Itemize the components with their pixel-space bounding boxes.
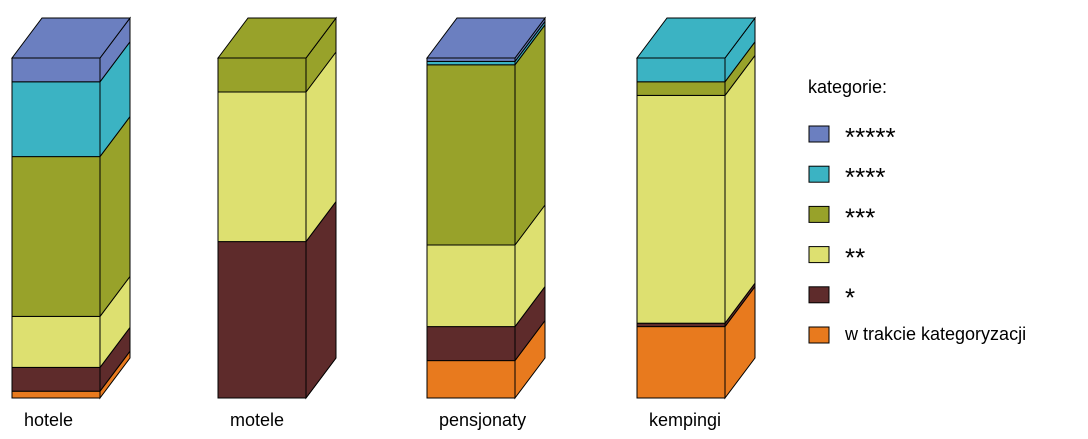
x-tick-label: kempingi: [649, 410, 721, 430]
bar-segment: [636, 40, 756, 97]
bar-segment: [217, 16, 337, 94]
bar-segment: [217, 200, 337, 400]
x-tick-label: hotele: [24, 410, 73, 430]
bar-top: [636, 17, 756, 59]
bar-top: [217, 17, 337, 59]
x-tick-label: pensjonaty: [439, 410, 526, 430]
bar-segment: [11, 325, 131, 393]
legend-title: kategorie:: [808, 77, 887, 97]
legend-swatch: [808, 326, 830, 344]
bar-segment: [636, 53, 756, 325]
legend-swatch: [808, 165, 830, 183]
legend-label: *****: [845, 122, 896, 152]
legend-swatch: [808, 246, 830, 264]
bar-segment: [217, 50, 337, 244]
bar-segment: [426, 319, 546, 400]
legend-label: ****: [845, 162, 885, 192]
bar-top: [11, 17, 131, 59]
x-tick-label: motele: [230, 410, 284, 430]
bar-segment: [636, 285, 756, 400]
bar-segment: [426, 285, 546, 363]
bar-segment: [11, 40, 131, 159]
bar-segment: [11, 16, 131, 84]
legend-label: *: [845, 283, 855, 313]
legend-swatch: [808, 286, 830, 304]
legend-label: ***: [845, 202, 875, 232]
bar-segment: [426, 23, 546, 247]
legend-swatch: [808, 205, 830, 223]
legend-label: **: [845, 242, 865, 272]
legend-label: w trakcie kategoryzacji: [844, 324, 1026, 344]
bar-top: [426, 17, 546, 59]
bar-segment: [11, 115, 131, 318]
legend-swatch: [808, 125, 830, 143]
